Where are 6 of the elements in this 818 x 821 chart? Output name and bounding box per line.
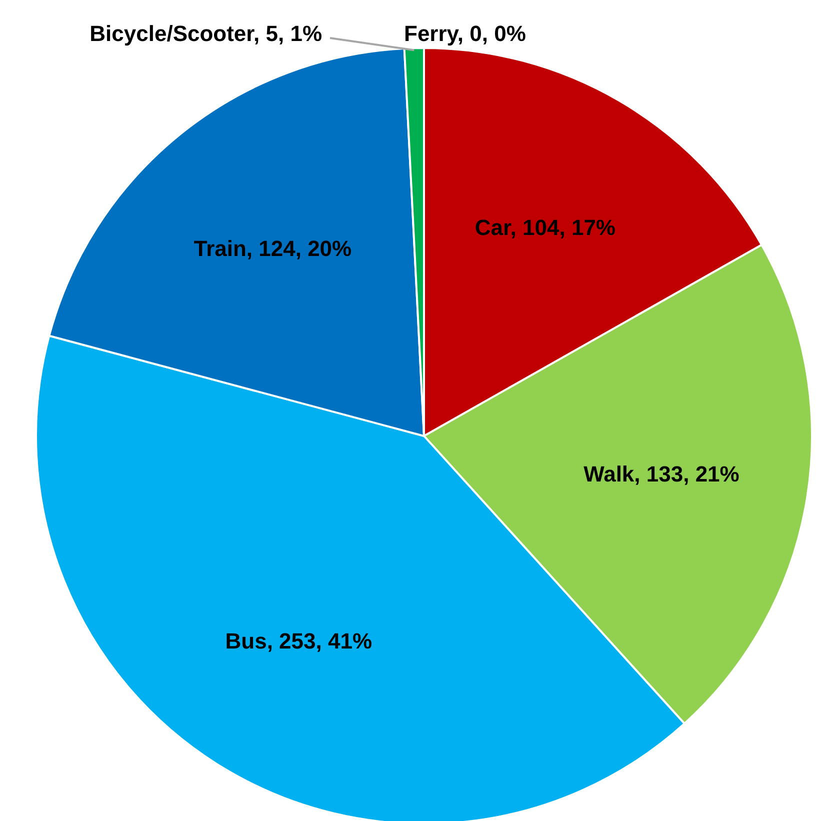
slice-label: Bicycle/Scooter, 5, 1%: [90, 21, 322, 46]
slice-label: Bus, 253, 41%: [225, 628, 372, 654]
slice-label: Walk, 133, 21%: [584, 461, 740, 486]
slice-label: Car, 104, 17%: [474, 215, 616, 240]
category-label: Ferry, 0, 0%: [404, 21, 526, 46]
slice-label: Train, 124, 20%: [194, 236, 352, 261]
